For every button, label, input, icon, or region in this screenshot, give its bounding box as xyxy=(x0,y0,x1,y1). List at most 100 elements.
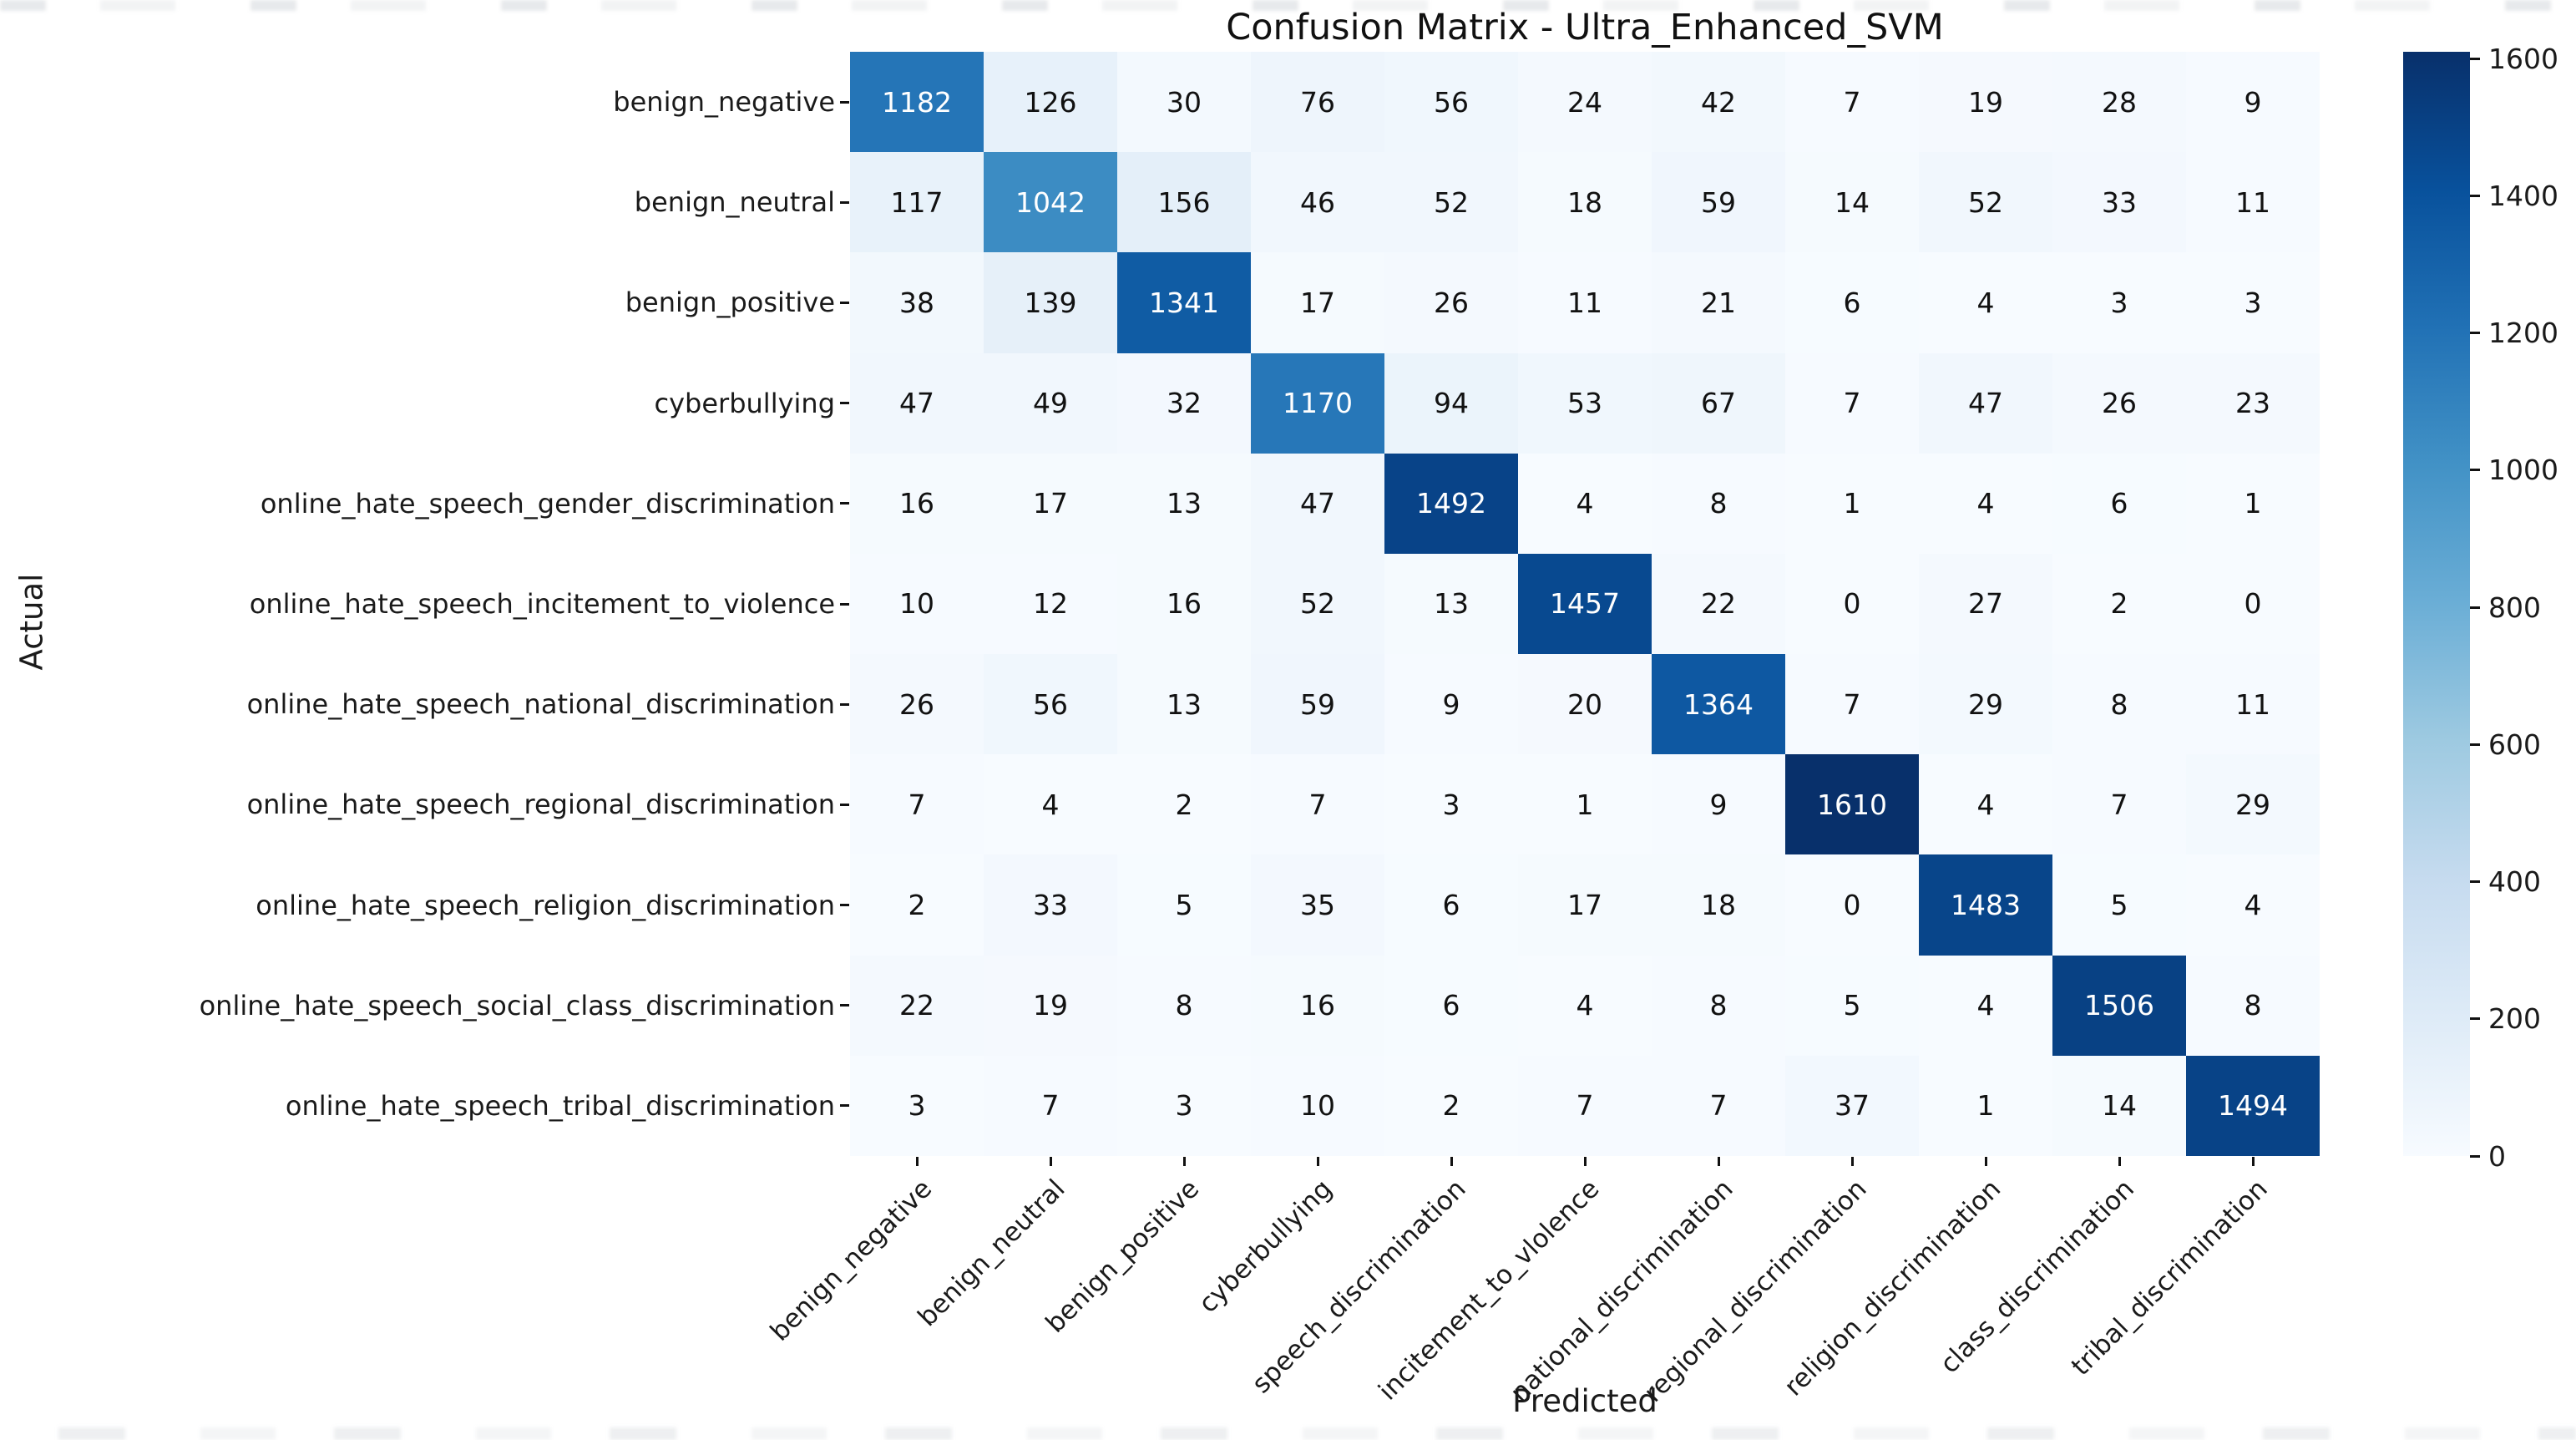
x-tick-label: religion_discrimination xyxy=(1778,1174,2007,1402)
heatmap-cell: 27 xyxy=(1919,553,2052,655)
heatmap-cell: 19 xyxy=(1919,52,2052,153)
y-tick-mark xyxy=(840,803,849,806)
colorbar-tick-mark xyxy=(2470,57,2480,60)
heatmap-cell: 5 xyxy=(1117,854,1251,956)
heatmap-cell: 3 xyxy=(2052,252,2186,353)
heatmap-cell: 1610 xyxy=(1785,754,1919,855)
heatmap-cell: 59 xyxy=(1251,654,1384,755)
colorbar-tick-mark xyxy=(2470,194,2480,197)
colorbar-tick-mark xyxy=(2470,606,2480,609)
x-tick-label: speech_discrimination xyxy=(1246,1174,1472,1400)
heatmap-cell: 76 xyxy=(1251,52,1384,153)
heatmap-cell: 126 xyxy=(984,52,1117,153)
heatmap-cell: 3 xyxy=(2186,252,2320,353)
heatmap-cell: 11 xyxy=(2186,654,2320,755)
heatmap-cell: 9 xyxy=(2186,52,2320,153)
heatmap-cell: 1182 xyxy=(850,52,984,153)
heatmap-cell: 1042 xyxy=(984,152,1117,253)
y-tick-mark xyxy=(840,100,849,104)
heatmap-cell: 19 xyxy=(984,955,1117,1056)
heatmap-cell: 1 xyxy=(1785,453,1919,554)
heatmap-cell: 6 xyxy=(1785,252,1919,353)
colorbar-tick-label: 0 xyxy=(2488,1139,2506,1173)
heatmap-cell: 1492 xyxy=(1384,453,1518,554)
x-tick-mark xyxy=(2118,1157,2121,1166)
heatmap-cell: 16 xyxy=(850,453,984,554)
heatmap-cell: 26 xyxy=(850,654,984,755)
x-tick-mark xyxy=(1850,1157,1854,1166)
heatmap-cell: 22 xyxy=(1652,553,1785,655)
x-tick-mark xyxy=(2251,1157,2255,1166)
heatmap-cell: 7 xyxy=(1518,1055,1652,1156)
y-tick-mark xyxy=(840,402,849,405)
colorbar-tick-mark xyxy=(2470,332,2480,335)
x-tick-mark xyxy=(1984,1157,1987,1166)
y-tick-label: online_hate_speech_religion_discriminati… xyxy=(256,889,835,921)
heatmap-cell: 42 xyxy=(1652,52,1785,153)
heatmap-cell: 156 xyxy=(1117,152,1251,253)
heatmap-cell: 5 xyxy=(2052,854,2186,956)
heatmap-cell: 16 xyxy=(1117,553,1251,655)
heatmap-cell: 0 xyxy=(1785,553,1919,655)
heatmap-cell: 47 xyxy=(1919,352,2052,454)
heatmap-cell: 8 xyxy=(2052,654,2186,755)
x-tick-mark xyxy=(915,1157,919,1166)
heatmap-cell: 0 xyxy=(2186,553,2320,655)
heatmap-cell: 32 xyxy=(1117,352,1251,454)
y-tick-label: online_hate_speech_gender_discrimination xyxy=(260,487,835,520)
heatmap-cell: 4 xyxy=(2186,854,2320,956)
heatmap-cell: 26 xyxy=(1384,252,1518,353)
heatmap-cell: 10 xyxy=(1251,1055,1384,1156)
colorbar-tick-label: 800 xyxy=(2488,591,2541,624)
colorbar-tick-label: 400 xyxy=(2488,865,2541,899)
y-tick-mark xyxy=(840,702,849,706)
x-tick-mark xyxy=(1316,1157,1319,1166)
colorbar-tick-label: 1600 xyxy=(2488,42,2558,75)
heatmap-cell: 9 xyxy=(1384,654,1518,755)
chart-title: Confusion Matrix - Ultra_Enhanced_SVM xyxy=(1226,7,1944,48)
x-tick-mark xyxy=(1182,1157,1186,1166)
heatmap-cell: 56 xyxy=(984,654,1117,755)
heatmap-cell: 8 xyxy=(2186,955,2320,1056)
heatmap-cell: 1364 xyxy=(1652,654,1785,755)
heatmap-cell: 20 xyxy=(1518,654,1652,755)
heatmap-cell: 46 xyxy=(1251,152,1384,253)
heatmap-cell: 18 xyxy=(1518,152,1652,253)
y-tick-mark xyxy=(840,602,849,606)
heatmap-cell: 26 xyxy=(2052,352,2186,454)
y-tick-label: benign_neutral xyxy=(634,186,835,219)
heatmap-cell: 5 xyxy=(1785,955,1919,1056)
y-tick-label: benign_positive xyxy=(625,286,835,319)
heatmap-cell: 33 xyxy=(2052,152,2186,253)
heatmap-cell: 1457 xyxy=(1518,553,1652,655)
heatmap-cell: 16 xyxy=(1251,955,1384,1056)
y-tick-mark xyxy=(840,200,849,204)
heatmap-cell: 3 xyxy=(850,1055,984,1156)
colorbar-tick-label: 1200 xyxy=(2488,317,2558,350)
heatmap-cell: 4 xyxy=(1919,252,2052,353)
heatmap-cell: 0 xyxy=(1785,854,1919,956)
heatmap-cell: 52 xyxy=(1919,152,2052,253)
heatmap-cell: 6 xyxy=(1384,955,1518,1056)
heatmap-cell: 4 xyxy=(1518,453,1652,554)
heatmap-cell: 9 xyxy=(1652,754,1785,855)
y-tick-mark xyxy=(840,1104,849,1108)
heatmap-cell: 33 xyxy=(984,854,1117,956)
heatmap-cell: 1494 xyxy=(2186,1055,2320,1156)
scan-artifact-bottom xyxy=(0,1427,2576,1440)
heatmap-cell: 2 xyxy=(850,854,984,956)
colorbar-tick-mark xyxy=(2470,880,2480,884)
colorbar-tick-label: 200 xyxy=(2488,1002,2541,1036)
heatmap-cell: 28 xyxy=(2052,52,2186,153)
heatmap-cell: 23 xyxy=(2186,352,2320,454)
heatmap-cell: 8 xyxy=(1117,955,1251,1056)
heatmap-cell: 94 xyxy=(1384,352,1518,454)
heatmap-cell: 29 xyxy=(2186,754,2320,855)
heatmap-cell: 1341 xyxy=(1117,252,1251,353)
heatmap-cell: 4 xyxy=(1919,955,2052,1056)
heatmap-cell: 67 xyxy=(1652,352,1785,454)
y-tick-label: online_hate_speech_incitement_to_violenc… xyxy=(249,588,835,620)
heatmap-cell: 7 xyxy=(1785,352,1919,454)
x-tick-label: regional_discrimination xyxy=(1638,1174,1873,1408)
